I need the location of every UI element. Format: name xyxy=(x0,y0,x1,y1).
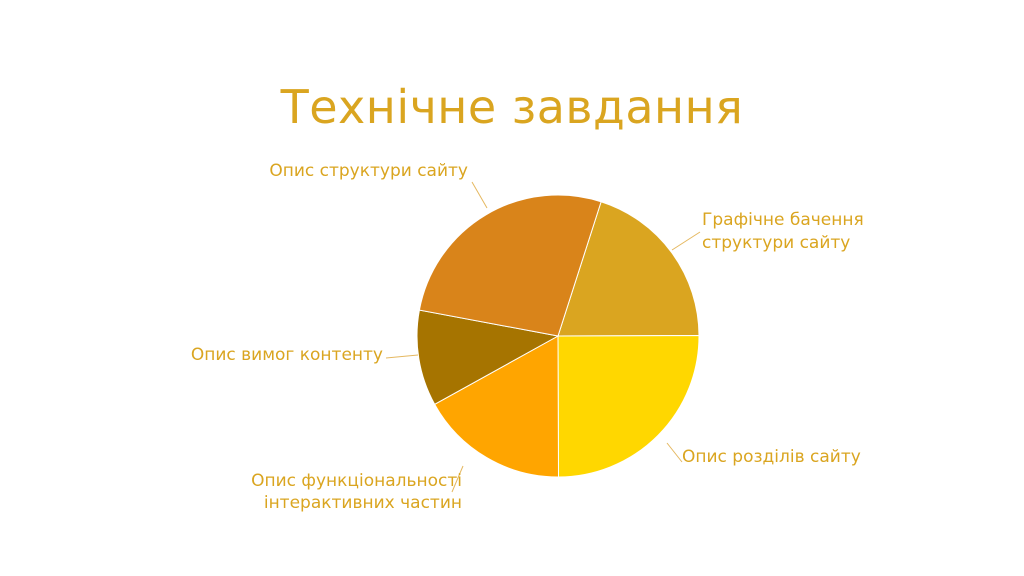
pie-slice xyxy=(557,201,700,337)
slice-label: Графічне бачення xyxy=(702,210,864,230)
leader-line xyxy=(451,465,464,493)
chart-title: Технічне завдання xyxy=(280,80,744,134)
pie-slice xyxy=(557,335,700,478)
slice-label: структури сайту xyxy=(702,233,850,253)
slice-label: Опис структури сайту xyxy=(269,161,468,181)
pie-slice xyxy=(416,309,560,406)
leader-line xyxy=(385,354,419,359)
leader-line xyxy=(471,181,488,209)
slice-label: Опис розділів сайту xyxy=(682,447,861,467)
slice-label: Опис функціональності xyxy=(251,471,462,491)
pie-slice xyxy=(418,194,602,337)
slice-label: інтерактивних частин xyxy=(264,493,462,513)
leader-line xyxy=(671,231,701,251)
leader-line xyxy=(666,442,683,463)
slice-label: Опис вимог контенту xyxy=(191,345,383,365)
pie-slice xyxy=(433,335,559,478)
